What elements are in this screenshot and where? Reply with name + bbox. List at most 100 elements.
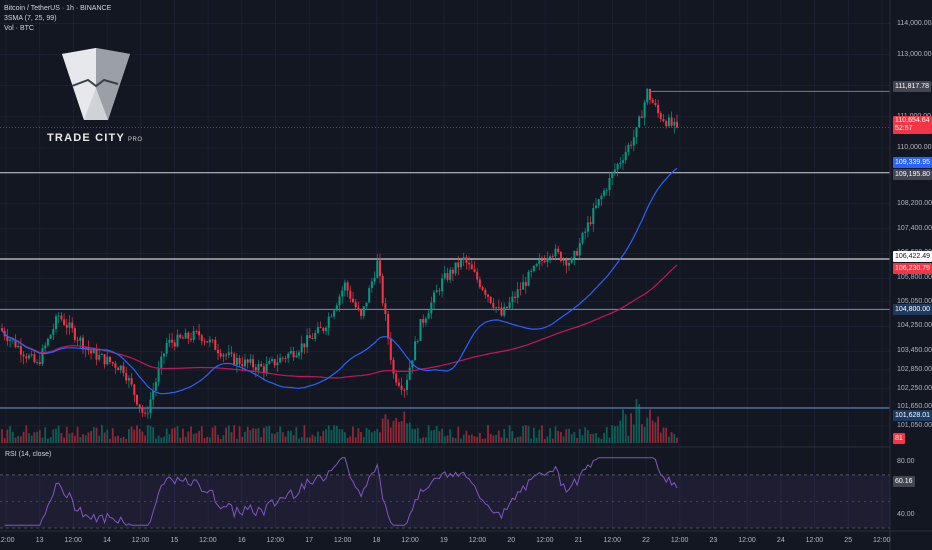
time-axis-label: 16 — [237, 537, 246, 544]
candle-body — [416, 340, 419, 342]
candle-body — [179, 334, 182, 338]
candle-body — [130, 378, 133, 385]
volume-bar — [659, 432, 662, 443]
candle-body — [187, 332, 190, 339]
time-axis-label: 12:00 — [873, 537, 891, 544]
volume-bar — [519, 436, 522, 443]
volume-bar — [533, 427, 535, 443]
candle-body — [408, 367, 411, 380]
trade-city-logo-text: TRADE CITY PRO — [47, 132, 143, 144]
candle-body — [9, 339, 12, 342]
sma-25-line[interactable] — [1, 167, 678, 395]
candle-body — [341, 290, 344, 297]
time-axis-label: 12:00 — [266, 537, 285, 544]
candle-body — [484, 289, 487, 295]
candle-body — [586, 222, 589, 232]
volume-bar — [479, 432, 481, 443]
volume-bar — [41, 437, 44, 443]
rsi-indicator-label[interactable]: RSI (14, close) — [5, 451, 52, 458]
volume-bar — [416, 427, 419, 443]
rsi-line[interactable] — [4, 457, 678, 526]
volume-bar — [319, 436, 322, 443]
volume-bar — [376, 429, 379, 443]
volume-bar — [592, 433, 595, 443]
time-axis-label: 12:00 — [401, 537, 419, 544]
candle-body — [184, 332, 187, 339]
volume-bar — [233, 425, 236, 443]
candle-body — [98, 354, 101, 360]
time-axis-label: 20 — [507, 537, 516, 544]
candle-body — [308, 335, 311, 339]
volume-indicator-label[interactable]: Vol · BTC — [4, 25, 34, 32]
volume-bar — [117, 435, 119, 443]
candle-body — [384, 303, 387, 314]
candle-body — [389, 338, 392, 360]
symbol-title[interactable]: Bitcoin / TetherUS · 1h · BINANCE — [4, 5, 112, 12]
volume-bar — [195, 433, 198, 443]
volume-bar — [654, 422, 657, 443]
candle-body — [570, 258, 573, 263]
candle-body — [422, 319, 425, 323]
volume-bar — [227, 425, 230, 443]
sma-indicator-label[interactable]: 3SMA (7, 25, 99) — [4, 15, 57, 22]
candle-body — [163, 353, 165, 357]
time-axis-label: 12:00 — [738, 537, 756, 544]
candle-body — [460, 259, 462, 268]
volume-bar — [63, 437, 65, 443]
price-axis-label: 107,400.00 — [897, 224, 932, 232]
volume-bar — [468, 435, 470, 443]
candle-body — [343, 282, 346, 291]
volume-bar — [95, 427, 98, 443]
candle-body — [600, 195, 603, 200]
time-axis-label: 24 — [776, 537, 785, 544]
volume-bar — [268, 425, 271, 443]
time-axis-label: 15 — [170, 537, 179, 544]
candle-body — [508, 302, 511, 309]
volume-bar — [130, 426, 133, 443]
logo-brand: TRADE CITY — [47, 132, 125, 144]
candle-body — [373, 277, 376, 282]
volume-bar — [184, 436, 187, 443]
volume-bar — [411, 428, 414, 443]
volume-bar — [60, 432, 63, 443]
candle-body — [397, 382, 400, 386]
volume-bar — [381, 418, 384, 443]
candle-body — [462, 257, 465, 260]
candle-body — [605, 190, 608, 191]
candle-body — [111, 362, 114, 364]
volume-bar — [330, 429, 333, 443]
volume-bar — [36, 431, 38, 443]
candle-body — [532, 265, 535, 271]
candle-body — [73, 328, 76, 340]
volume-bar — [422, 437, 425, 443]
volume-bar — [373, 430, 376, 443]
candle-body — [541, 259, 543, 261]
volume-bar — [535, 437, 538, 443]
candle-body — [573, 250, 576, 259]
candle-body — [246, 359, 249, 363]
candle-body — [138, 404, 141, 409]
candle-body — [92, 349, 95, 354]
volume-bar — [435, 426, 438, 443]
volume-bar — [44, 427, 47, 443]
candle-body — [638, 116, 641, 128]
candle-body — [114, 363, 117, 368]
volume-bar — [101, 425, 103, 443]
last-price-value: 110,654.64 — [895, 117, 930, 124]
volume-bar — [665, 427, 668, 443]
candle-body — [136, 394, 138, 405]
volume-bar — [203, 438, 206, 443]
volume-bar — [71, 432, 74, 443]
candle-body — [144, 412, 147, 414]
volume-bar — [584, 427, 587, 443]
candle-body — [589, 222, 592, 225]
candle-body — [14, 339, 17, 348]
volume-bar — [395, 417, 398, 443]
candle-body — [160, 356, 163, 369]
volume-bar — [308, 437, 311, 443]
time-axis-label: 12:00 — [603, 537, 621, 544]
volume-bar — [441, 428, 443, 443]
volume-bar — [387, 419, 389, 443]
